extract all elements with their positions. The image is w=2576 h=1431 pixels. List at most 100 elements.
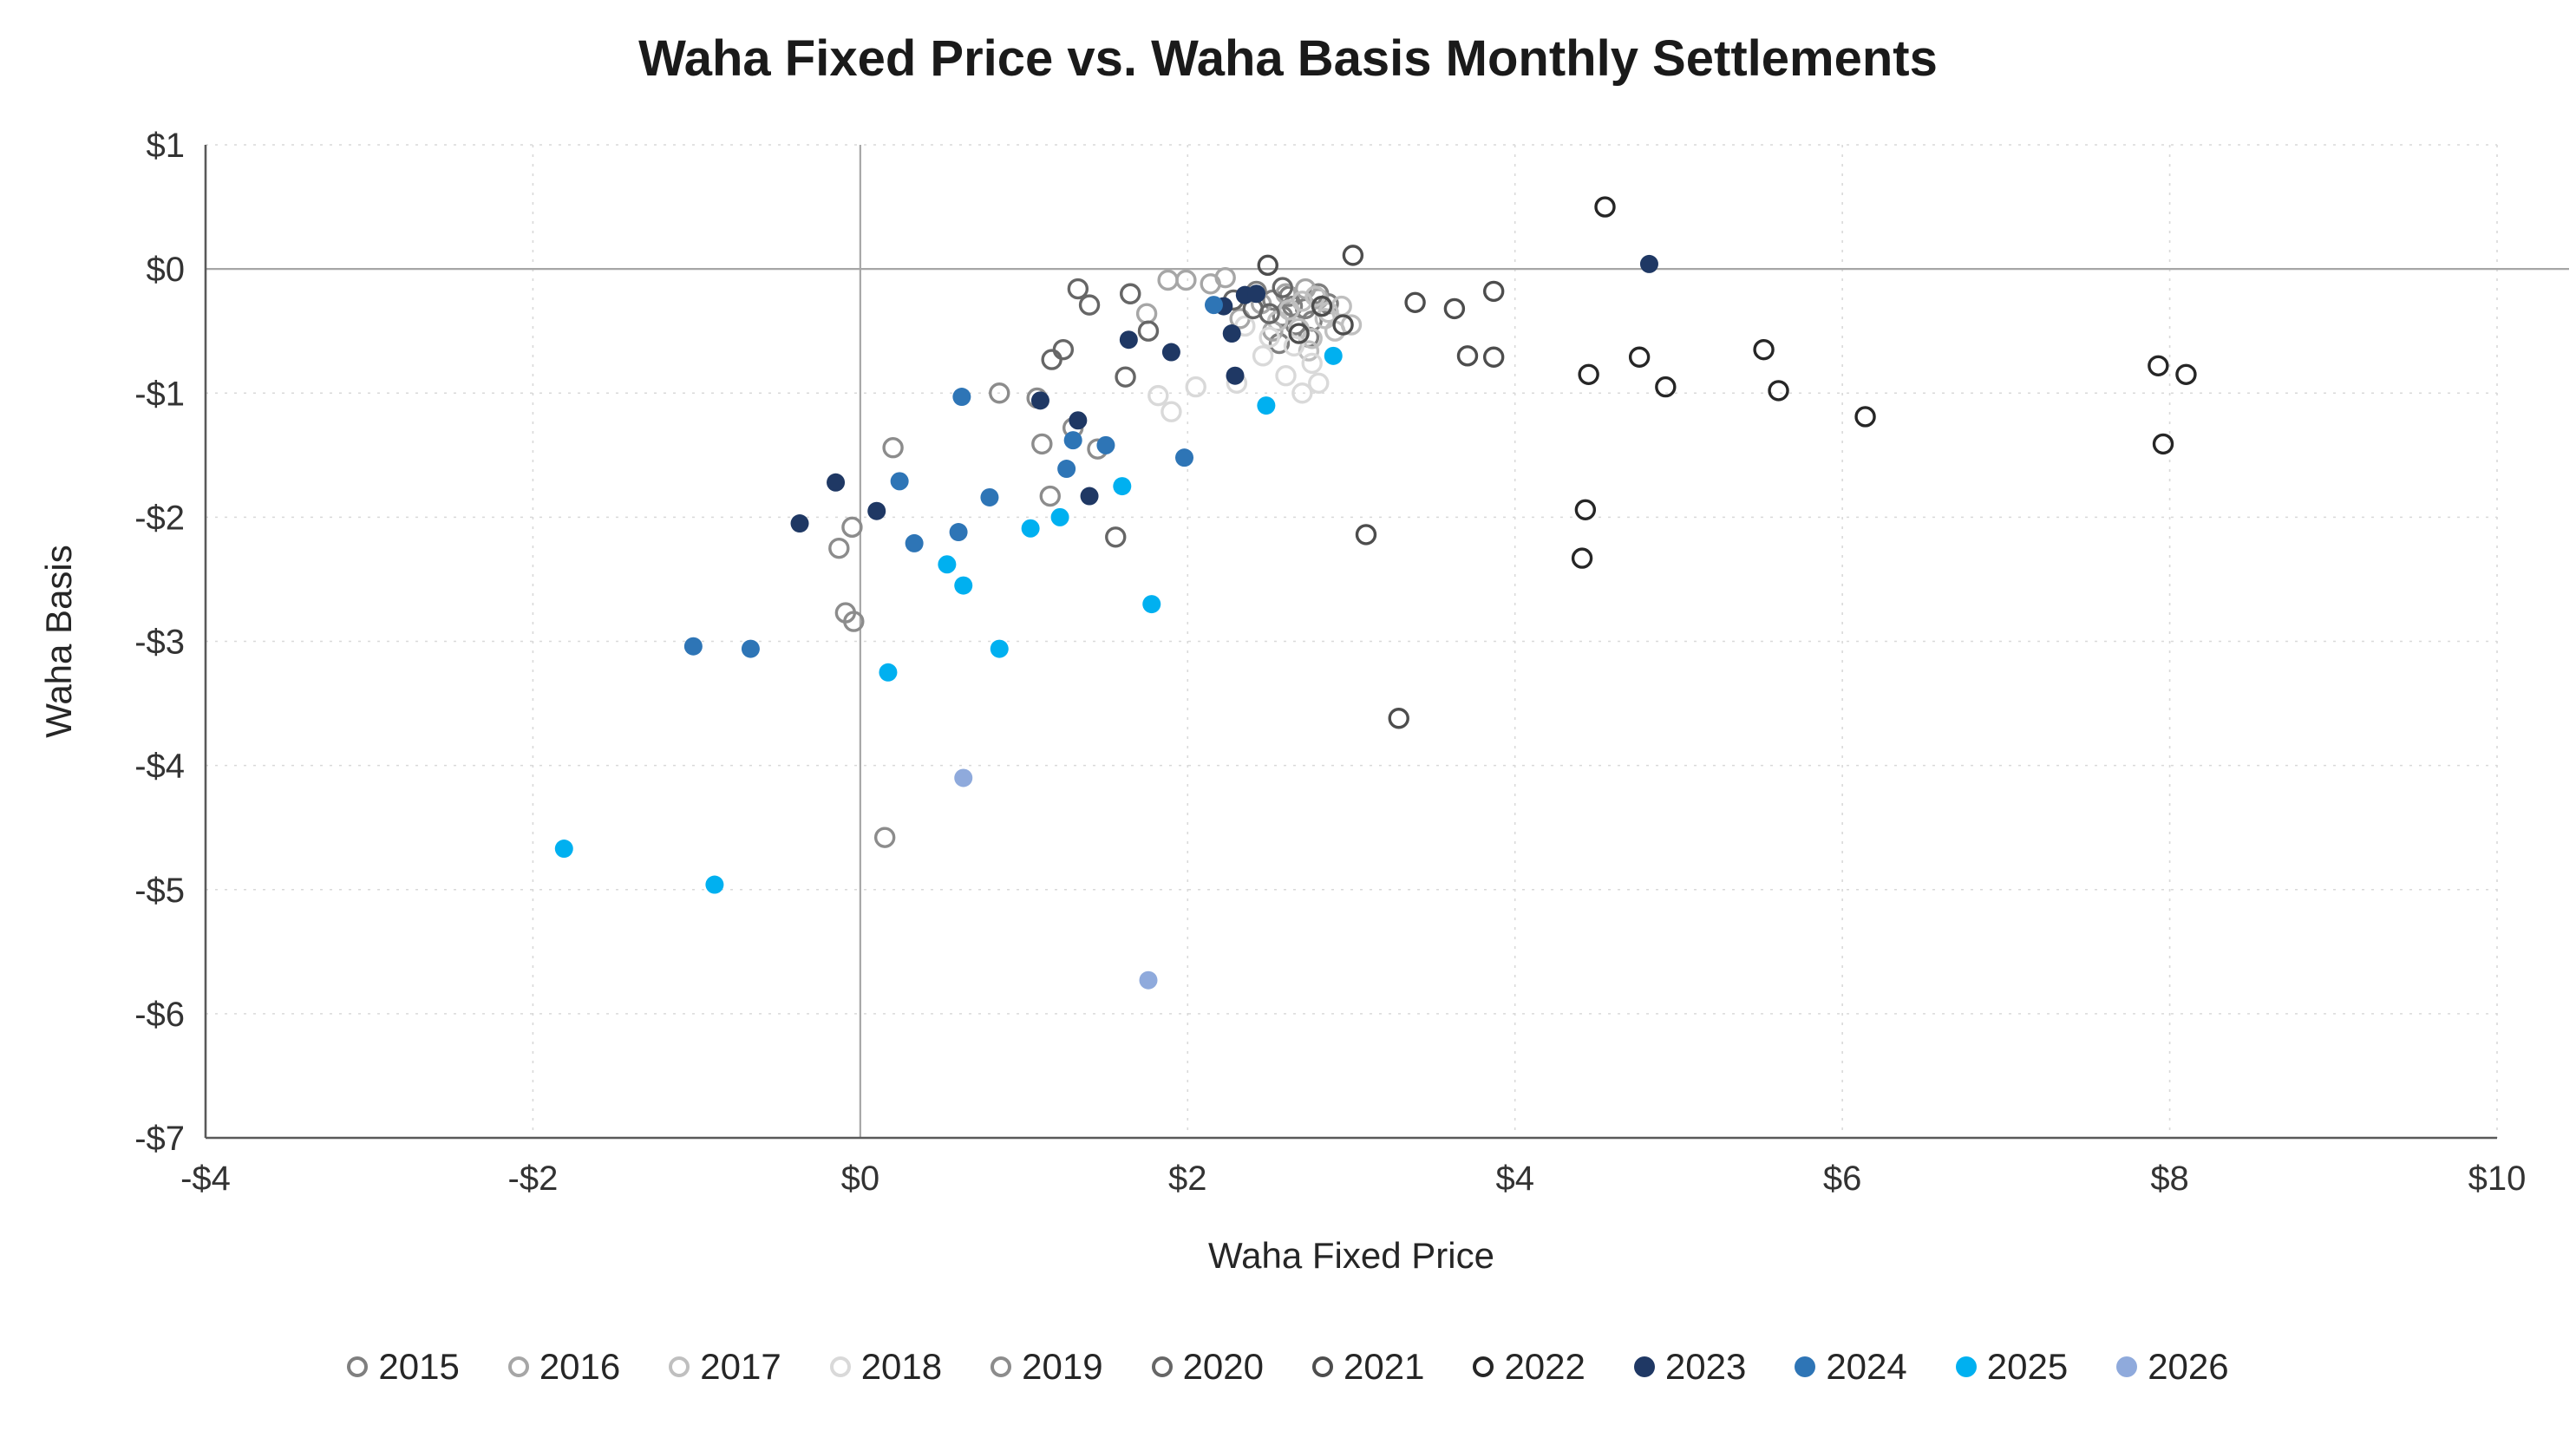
scatter-point [1137, 320, 1160, 342]
legend-item-2023: 2023 [1633, 1346, 1747, 1388]
legend-marker-icon [1633, 1356, 1655, 1377]
x-axis-title: Waha Fixed Price [1208, 1235, 1494, 1276]
legend-label: 2024 [1826, 1346, 1907, 1387]
scatter-point [1067, 278, 1089, 300]
legend-item-2022: 2022 [1473, 1346, 1585, 1388]
legend-marker-icon [1151, 1356, 1173, 1377]
scatter-point [990, 639, 1009, 658]
scatter-point [1222, 324, 1241, 343]
x-tick-label: $0 [841, 1160, 880, 1198]
legend-marker-icon [1473, 1356, 1494, 1377]
scatter-point [1301, 352, 1323, 375]
scatter-point [1078, 294, 1101, 316]
legend-marker-icon [1312, 1356, 1333, 1377]
scatter-point [1050, 507, 1069, 526]
scatter-point [952, 388, 971, 407]
scatter-point [1308, 372, 1330, 394]
scatter-point [1069, 411, 1088, 430]
legend-label: 2026 [2148, 1346, 2229, 1387]
scatter-point [1257, 254, 1278, 277]
scatter-point [1113, 477, 1132, 496]
legend-marker-icon [2116, 1356, 2138, 1377]
legend-marker-icon [507, 1356, 529, 1377]
scatter-point [1030, 391, 1049, 410]
scatter-point [1311, 295, 1333, 317]
scatter-point [1388, 708, 1409, 729]
scatter-point [1574, 499, 1597, 520]
scatter-point [1332, 314, 1354, 336]
legend-marker-icon [347, 1356, 369, 1377]
x-tick-label: -$4 [180, 1160, 231, 1198]
scatter-point [1119, 330, 1138, 350]
x-tick-label: $8 [2150, 1160, 2189, 1198]
scatter-point [1443, 297, 1466, 320]
scatter-point [2152, 433, 2174, 455]
scatter-point [890, 472, 909, 491]
legend-label: 2023 [1664, 1346, 1747, 1387]
scatter-point [1275, 365, 1297, 387]
scatter-point [1482, 346, 1505, 368]
scatter-point [1214, 266, 1236, 289]
scatter-point [554, 840, 573, 859]
scatter-point [741, 639, 760, 658]
scatter-point [1342, 245, 1364, 266]
legend-item-2020: 2020 [1151, 1346, 1264, 1388]
legend-label: 2017 [700, 1346, 781, 1387]
legend-label: 2022 [1504, 1346, 1585, 1387]
chart-title: Waha Fixed Price vs. Waha Basis Monthly … [638, 30, 1938, 87]
scatter-point [1142, 595, 1161, 614]
scatter-point [1571, 547, 1593, 569]
scatter-point [1135, 303, 1158, 324]
scatter-point [905, 533, 924, 552]
y-tick-label: -$4 [134, 748, 185, 786]
legend-item-2026: 2026 [2116, 1346, 2229, 1388]
x-tick-label: $6 [1823, 1160, 1862, 1198]
scatter-point [683, 637, 703, 656]
x-tick-label: $4 [1495, 1160, 1534, 1198]
legend-item-2017: 2017 [669, 1346, 781, 1388]
scatter-point [790, 514, 809, 533]
scatter-point [1482, 280, 1505, 303]
scatter-point [1080, 487, 1099, 506]
scatter-point [1355, 524, 1377, 546]
scatter-point [1283, 335, 1305, 357]
scatter-point [1096, 435, 1115, 454]
scatter-point [828, 537, 850, 559]
scatter-point [1291, 382, 1313, 404]
scatter-point [954, 768, 973, 787]
scatter-point [873, 827, 896, 848]
scatter-point [1456, 345, 1479, 367]
scatter-point [1291, 291, 1313, 312]
scatter-point [1147, 384, 1169, 407]
scatter-point [834, 602, 857, 624]
scatter-point [989, 382, 1010, 404]
legend-marker-icon [1955, 1356, 1977, 1377]
y-tick-label: -$3 [134, 624, 185, 662]
scatter-point [1161, 343, 1180, 362]
scatter-point [879, 663, 898, 682]
legend-marker-icon [1795, 1356, 1816, 1377]
scatter-point [882, 437, 904, 459]
scatter-point [1252, 345, 1274, 367]
scatter-point [1655, 376, 1677, 398]
y-tick-label: -$1 [134, 375, 185, 413]
legend-label: 2019 [1022, 1346, 1103, 1387]
scatter-point [705, 875, 724, 894]
scatter-point [867, 501, 886, 520]
scatter-point [1259, 303, 1280, 324]
legend-label: 2015 [378, 1346, 460, 1387]
scatter-point [1753, 338, 1775, 361]
scatter-point [1175, 448, 1194, 467]
y-tick-label: -$2 [134, 499, 185, 537]
legend-item-2016: 2016 [507, 1346, 620, 1388]
scatter-point [1288, 323, 1310, 344]
legend-marker-icon [829, 1356, 851, 1377]
scatter-point [1768, 380, 1789, 402]
legend-item-2021: 2021 [1312, 1346, 1424, 1388]
scatter-point [1063, 431, 1082, 450]
scatter-point [1120, 283, 1141, 304]
legend-item-2024: 2024 [1795, 1346, 1907, 1388]
